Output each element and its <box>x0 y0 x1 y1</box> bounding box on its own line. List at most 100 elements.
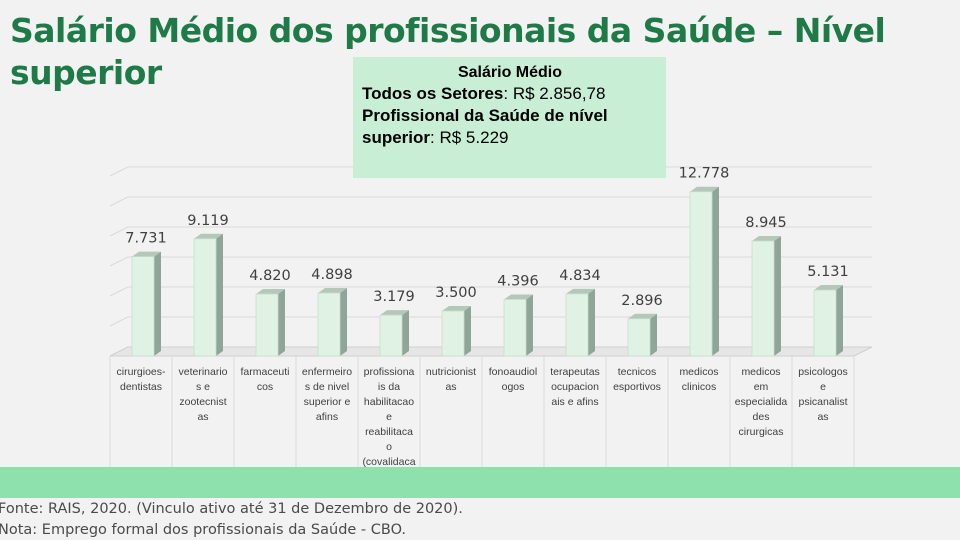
category-label: cos <box>257 381 273 393</box>
gridline-side <box>109 226 129 237</box>
bar-side <box>464 306 471 356</box>
bar-value-label: 4.834 <box>559 268 601 284</box>
bar <box>131 256 155 357</box>
bar-value-label: 3.500 <box>435 285 477 301</box>
bar-top <box>752 235 781 241</box>
gridline-side <box>109 256 129 267</box>
source-note: Fonte: RAIS, 2020. (Vinculo ativo até 31… <box>0 501 463 517</box>
bar-value-label: 3.179 <box>373 289 415 305</box>
bar <box>193 238 217 357</box>
category-label: psicanalist <box>798 396 847 408</box>
bar-top <box>628 313 657 319</box>
bar <box>565 293 589 357</box>
bar-value-label: 7.731 <box>125 231 167 247</box>
bar-5: 3.179 <box>373 289 415 357</box>
category-label: ogos <box>502 381 525 393</box>
bar-side <box>526 294 533 356</box>
category-label: clinicos <box>682 381 716 393</box>
footnote: Nota: Emprego formal dos profissionais d… <box>0 522 407 538</box>
bar-value-label: 4.820 <box>249 268 291 284</box>
category-label: especialida <box>735 396 788 408</box>
bar-2: 9.119 <box>187 213 229 357</box>
bar-12: 5.131 <box>807 264 849 357</box>
category-label: veterinario <box>178 366 227 378</box>
bar-value-label: 4.396 <box>497 273 539 289</box>
bar-side <box>836 285 843 356</box>
category-label: s de nivel <box>305 381 349 393</box>
category-label: nutricionist <box>426 366 476 378</box>
bar-3: 4.820 <box>249 268 291 357</box>
category-labels: cirurgioes-dentistas veterinario s e zootec… <box>109 356 855 498</box>
category-label: terapeutas <box>550 366 600 378</box>
bar-side <box>154 251 161 356</box>
bar-11: 8.945 <box>745 215 787 357</box>
bar-top <box>132 251 161 257</box>
category-label: dentistas <box>120 381 162 393</box>
bar-top <box>814 285 843 291</box>
bar-top <box>442 306 471 311</box>
bar <box>813 289 837 357</box>
bar-top <box>194 233 223 239</box>
bar <box>317 292 341 357</box>
category-label: zootecnist <box>179 396 226 408</box>
bar-value-label: 2.896 <box>621 293 663 309</box>
bar-side <box>712 186 719 356</box>
category-label: em <box>754 381 769 393</box>
gridline-side <box>109 286 129 297</box>
category-label: psicologos <box>798 366 848 378</box>
bar <box>627 318 651 357</box>
category-label: as <box>197 411 208 423</box>
category-label: medicos <box>679 366 718 378</box>
category-label: cirurgicas <box>739 426 784 438</box>
bar-value-label: 9.119 <box>187 213 229 229</box>
category-label: ais e afins <box>551 396 598 408</box>
category-label: o <box>386 441 392 453</box>
bar-4: 4.898 <box>311 267 353 357</box>
bar-side <box>216 233 223 356</box>
category-label: ocupacion <box>551 381 599 393</box>
all-sectors-label: Todos os Setores <box>362 84 504 103</box>
average-salary-box: Salário Médio Todos os Setores: R$ 2.856… <box>353 57 666 178</box>
bar-side <box>278 289 285 356</box>
category-label: enfermeiro <box>302 366 352 378</box>
bar-8: 4.834 <box>559 268 601 357</box>
info-box-heading: Salário Médio <box>457 64 563 81</box>
bar-value-label: 4.898 <box>311 267 353 283</box>
gridline-side <box>109 196 129 207</box>
bar-top <box>690 186 719 192</box>
category-label: tecnicos <box>618 366 657 378</box>
bar-side <box>774 235 781 356</box>
bar-side <box>402 310 409 356</box>
bar <box>751 240 775 357</box>
category-label: fonoaudiol <box>489 366 537 378</box>
category-label: (covalidaca <box>362 456 415 468</box>
category-label: des <box>753 411 770 423</box>
category-label: e <box>820 381 826 393</box>
bar-10: 12.778 <box>679 166 730 357</box>
category-label: habilitacao <box>364 396 414 408</box>
bar <box>441 310 465 357</box>
bar-side <box>650 313 657 356</box>
category-label: superior e <box>304 396 351 408</box>
bar-value-label: 12.778 <box>679 166 730 182</box>
bar-7: 4.396 <box>497 273 539 357</box>
category-label: esportivos <box>613 381 661 393</box>
bar-9: 2.896 <box>621 293 663 357</box>
category-label: medicos <box>741 366 780 378</box>
bar-top <box>256 289 285 295</box>
category-label: s e <box>196 381 210 393</box>
bar-value-label: 5.131 <box>807 264 849 280</box>
category-label: afins <box>316 411 338 423</box>
bar <box>379 314 403 357</box>
bar-side <box>340 288 347 356</box>
info-box-line-health-professional: Profissional da Saúde de nível superior:… <box>362 105 658 149</box>
green-band <box>0 467 960 498</box>
category-label: as <box>817 411 828 423</box>
bar-side <box>588 288 595 356</box>
bar-1: 7.731 <box>125 231 167 357</box>
bar-6: 3.500 <box>435 285 477 357</box>
category-label: farmaceuti <box>240 366 289 378</box>
slide-title: Salário Médio dos profissionais da Saúde… <box>10 11 886 92</box>
bar <box>255 293 279 357</box>
